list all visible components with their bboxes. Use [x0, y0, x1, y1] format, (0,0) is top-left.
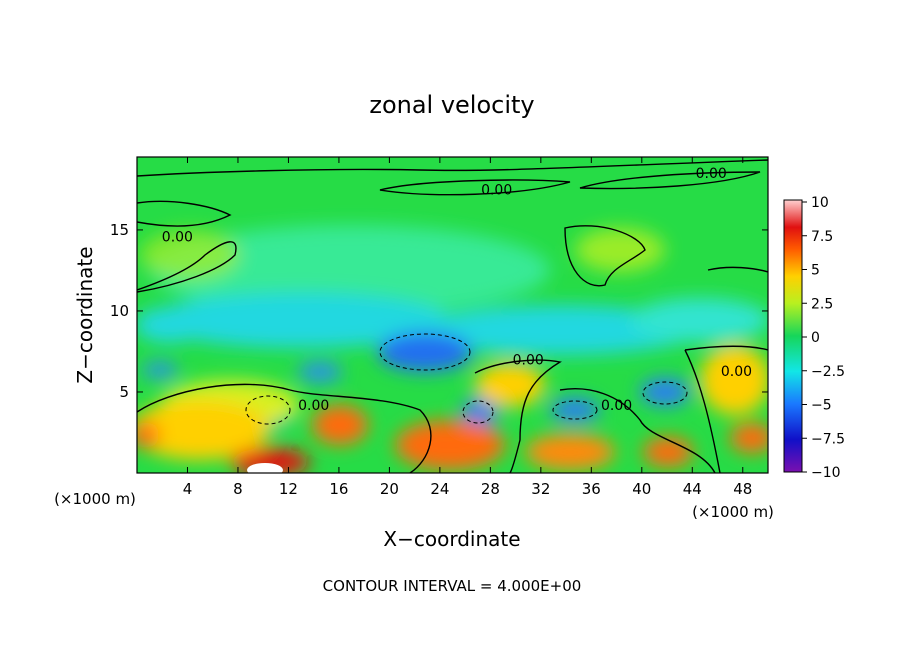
contour-interval-note: CONTOUR INTERVAL = 4.000E+00 — [323, 577, 582, 595]
contour-label: 0.00 — [513, 353, 544, 369]
field-blobs — [137, 225, 768, 473]
heatmap-field — [137, 157, 768, 473]
x-unit-left: (×1000 m) — [54, 490, 136, 508]
y-axis: 5 10 15 — [110, 221, 768, 401]
contour-label: 0.00 — [721, 364, 752, 380]
x-tick-label: 44 — [683, 480, 702, 498]
x-tick-label: 32 — [531, 480, 550, 498]
chart-title: zonal velocity — [369, 91, 534, 119]
x-axis-label: X−coordinate — [383, 527, 520, 551]
contour-label: 0.00 — [298, 398, 329, 414]
max-core — [247, 463, 283, 473]
x-tick-label: 20 — [380, 480, 399, 498]
colorbar-label: 2.5 — [811, 296, 833, 312]
contour-labels: 0.00 0.00 0.00 0.00 0.00 0.00 0.00 — [162, 166, 752, 414]
contour-lines-negative — [245, 333, 688, 425]
x-tick-label: 4 — [183, 480, 193, 498]
y-axis-label: Z−coordinate — [73, 246, 97, 383]
colorbar-label: −5 — [811, 398, 832, 414]
x-tick-label: 40 — [632, 480, 651, 498]
x-axis: 4 8 12 16 20 24 28 32 36 40 44 48 — [183, 157, 752, 498]
x-tick-label: 28 — [481, 480, 500, 498]
contour-label: 0.00 — [601, 398, 632, 414]
x-tick-label: 48 — [733, 480, 752, 498]
colorbar-label: 10 — [811, 195, 829, 211]
colorbar-label: −2.5 — [811, 364, 845, 380]
x-tick-label: 8 — [233, 480, 243, 498]
colorbar-label: −7.5 — [811, 431, 845, 447]
plot-frame — [136, 156, 769, 474]
x-tick-label: 36 — [582, 480, 601, 498]
x-tick-label: 16 — [329, 480, 348, 498]
contour-lines — [137, 159, 768, 473]
y-tick-label: 15 — [110, 221, 129, 239]
x-tick-label: 12 — [279, 480, 298, 498]
y-tick-label: 10 — [110, 302, 129, 320]
colorbar-label: 5 — [811, 263, 820, 279]
colorbar-label: −10 — [811, 465, 841, 481]
x-tick-label: 24 — [430, 480, 449, 498]
colorbar-label: 0 — [811, 330, 820, 346]
x-unit-right: (×1000 m) — [692, 503, 774, 521]
contour-label: 0.00 — [162, 229, 193, 245]
colorbar — [783, 199, 803, 473]
contour-label: 0.00 — [481, 182, 512, 198]
y-tick-label: 5 — [119, 383, 129, 401]
contour-label: 0.00 — [696, 166, 727, 182]
colorbar-label: 7.5 — [811, 229, 833, 245]
colorbar-labels: 10 7.5 5 2.5 0 −2.5 −5 −7.5 −10 — [802, 195, 845, 481]
